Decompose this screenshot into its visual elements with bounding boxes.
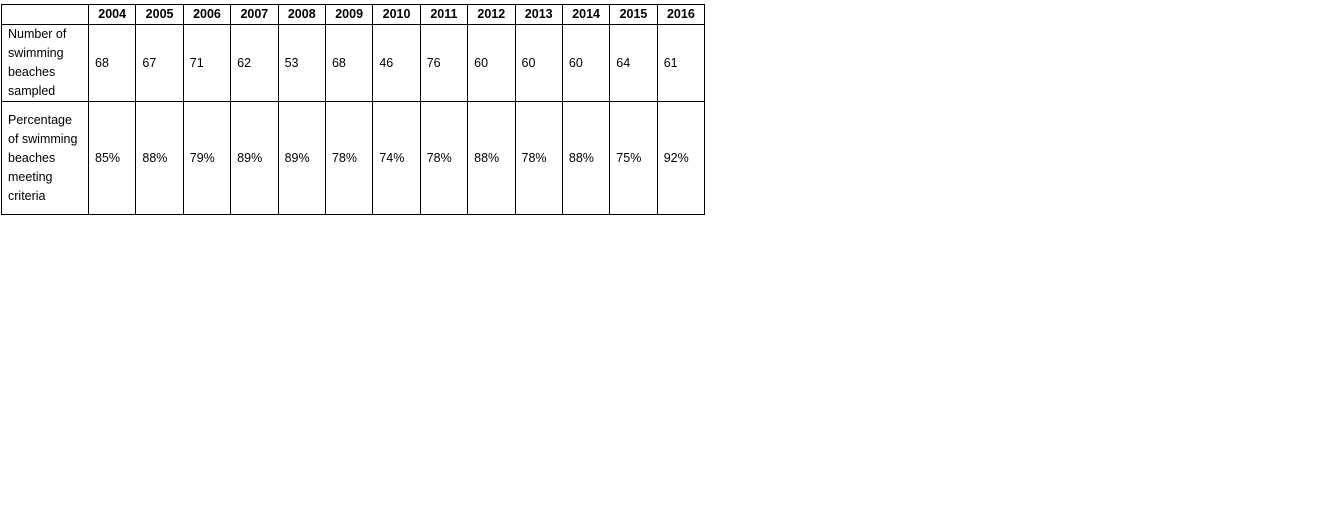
year-header-2013: 2013 <box>514 4 563 25</box>
table-cell: 60 <box>561 24 611 102</box>
table-cell: 71 <box>182 24 232 102</box>
table-cell: 74% <box>372 101 421 215</box>
row-label-beaches-sampled: Number of swimming beaches sampled <box>1 24 89 102</box>
table-cell: 61 <box>656 24 706 102</box>
table-cell: 68 <box>324 24 374 102</box>
table-cell: 62 <box>230 24 279 102</box>
table-cell: 88% <box>467 101 516 215</box>
header-row: 2004 2005 2006 2007 2008 2009 2010 2011 … <box>1 4 706 25</box>
year-header-2005: 2005 <box>135 4 184 25</box>
year-header-2010: 2010 <box>372 4 421 25</box>
table-cell: 75% <box>609 101 658 215</box>
year-header-2007: 2007 <box>230 4 279 25</box>
year-header-2011: 2011 <box>419 4 469 25</box>
year-header-2016: 2016 <box>656 4 706 25</box>
corner-cell <box>1 4 89 25</box>
year-header-2012: 2012 <box>467 4 516 25</box>
year-header-2015: 2015 <box>609 4 658 25</box>
row-label-percent-meeting-criteria: Percentage of swimming beaches meeting c… <box>1 101 89 215</box>
table-cell: 60 <box>467 24 516 102</box>
table-cell: 53 <box>277 24 326 102</box>
table-row-beaches-sampled: Number of swimming beaches sampled 68 67… <box>1 24 706 102</box>
table-cell: 89% <box>230 101 279 215</box>
table-cell: 85% <box>87 101 137 215</box>
table-cell: 46 <box>372 24 421 102</box>
year-header-2004: 2004 <box>87 4 137 25</box>
table-cell: 78% <box>324 101 374 215</box>
data-table: 2004 2005 2006 2007 2008 2009 2010 2011 … <box>1 4 706 215</box>
table-cell: 68 <box>87 24 137 102</box>
table-cell: 76 <box>419 24 469 102</box>
table-cell: 92% <box>656 101 706 215</box>
year-header-2008: 2008 <box>277 4 326 25</box>
year-header-2014: 2014 <box>561 4 611 25</box>
year-header-2006: 2006 <box>182 4 232 25</box>
table-cell: 88% <box>561 101 611 215</box>
table-cell: 78% <box>514 101 563 215</box>
table-cell: 60 <box>514 24 563 102</box>
table-cell: 64 <box>609 24 658 102</box>
table-cell: 78% <box>419 101 469 215</box>
table-cell: 88% <box>135 101 184 215</box>
table-cell: 79% <box>182 101 232 215</box>
table-row-percent-meeting-criteria: Percentage of swimming beaches meeting c… <box>1 101 706 215</box>
table-cell: 67 <box>135 24 184 102</box>
table-cell: 89% <box>277 101 326 215</box>
year-header-2009: 2009 <box>324 4 374 25</box>
